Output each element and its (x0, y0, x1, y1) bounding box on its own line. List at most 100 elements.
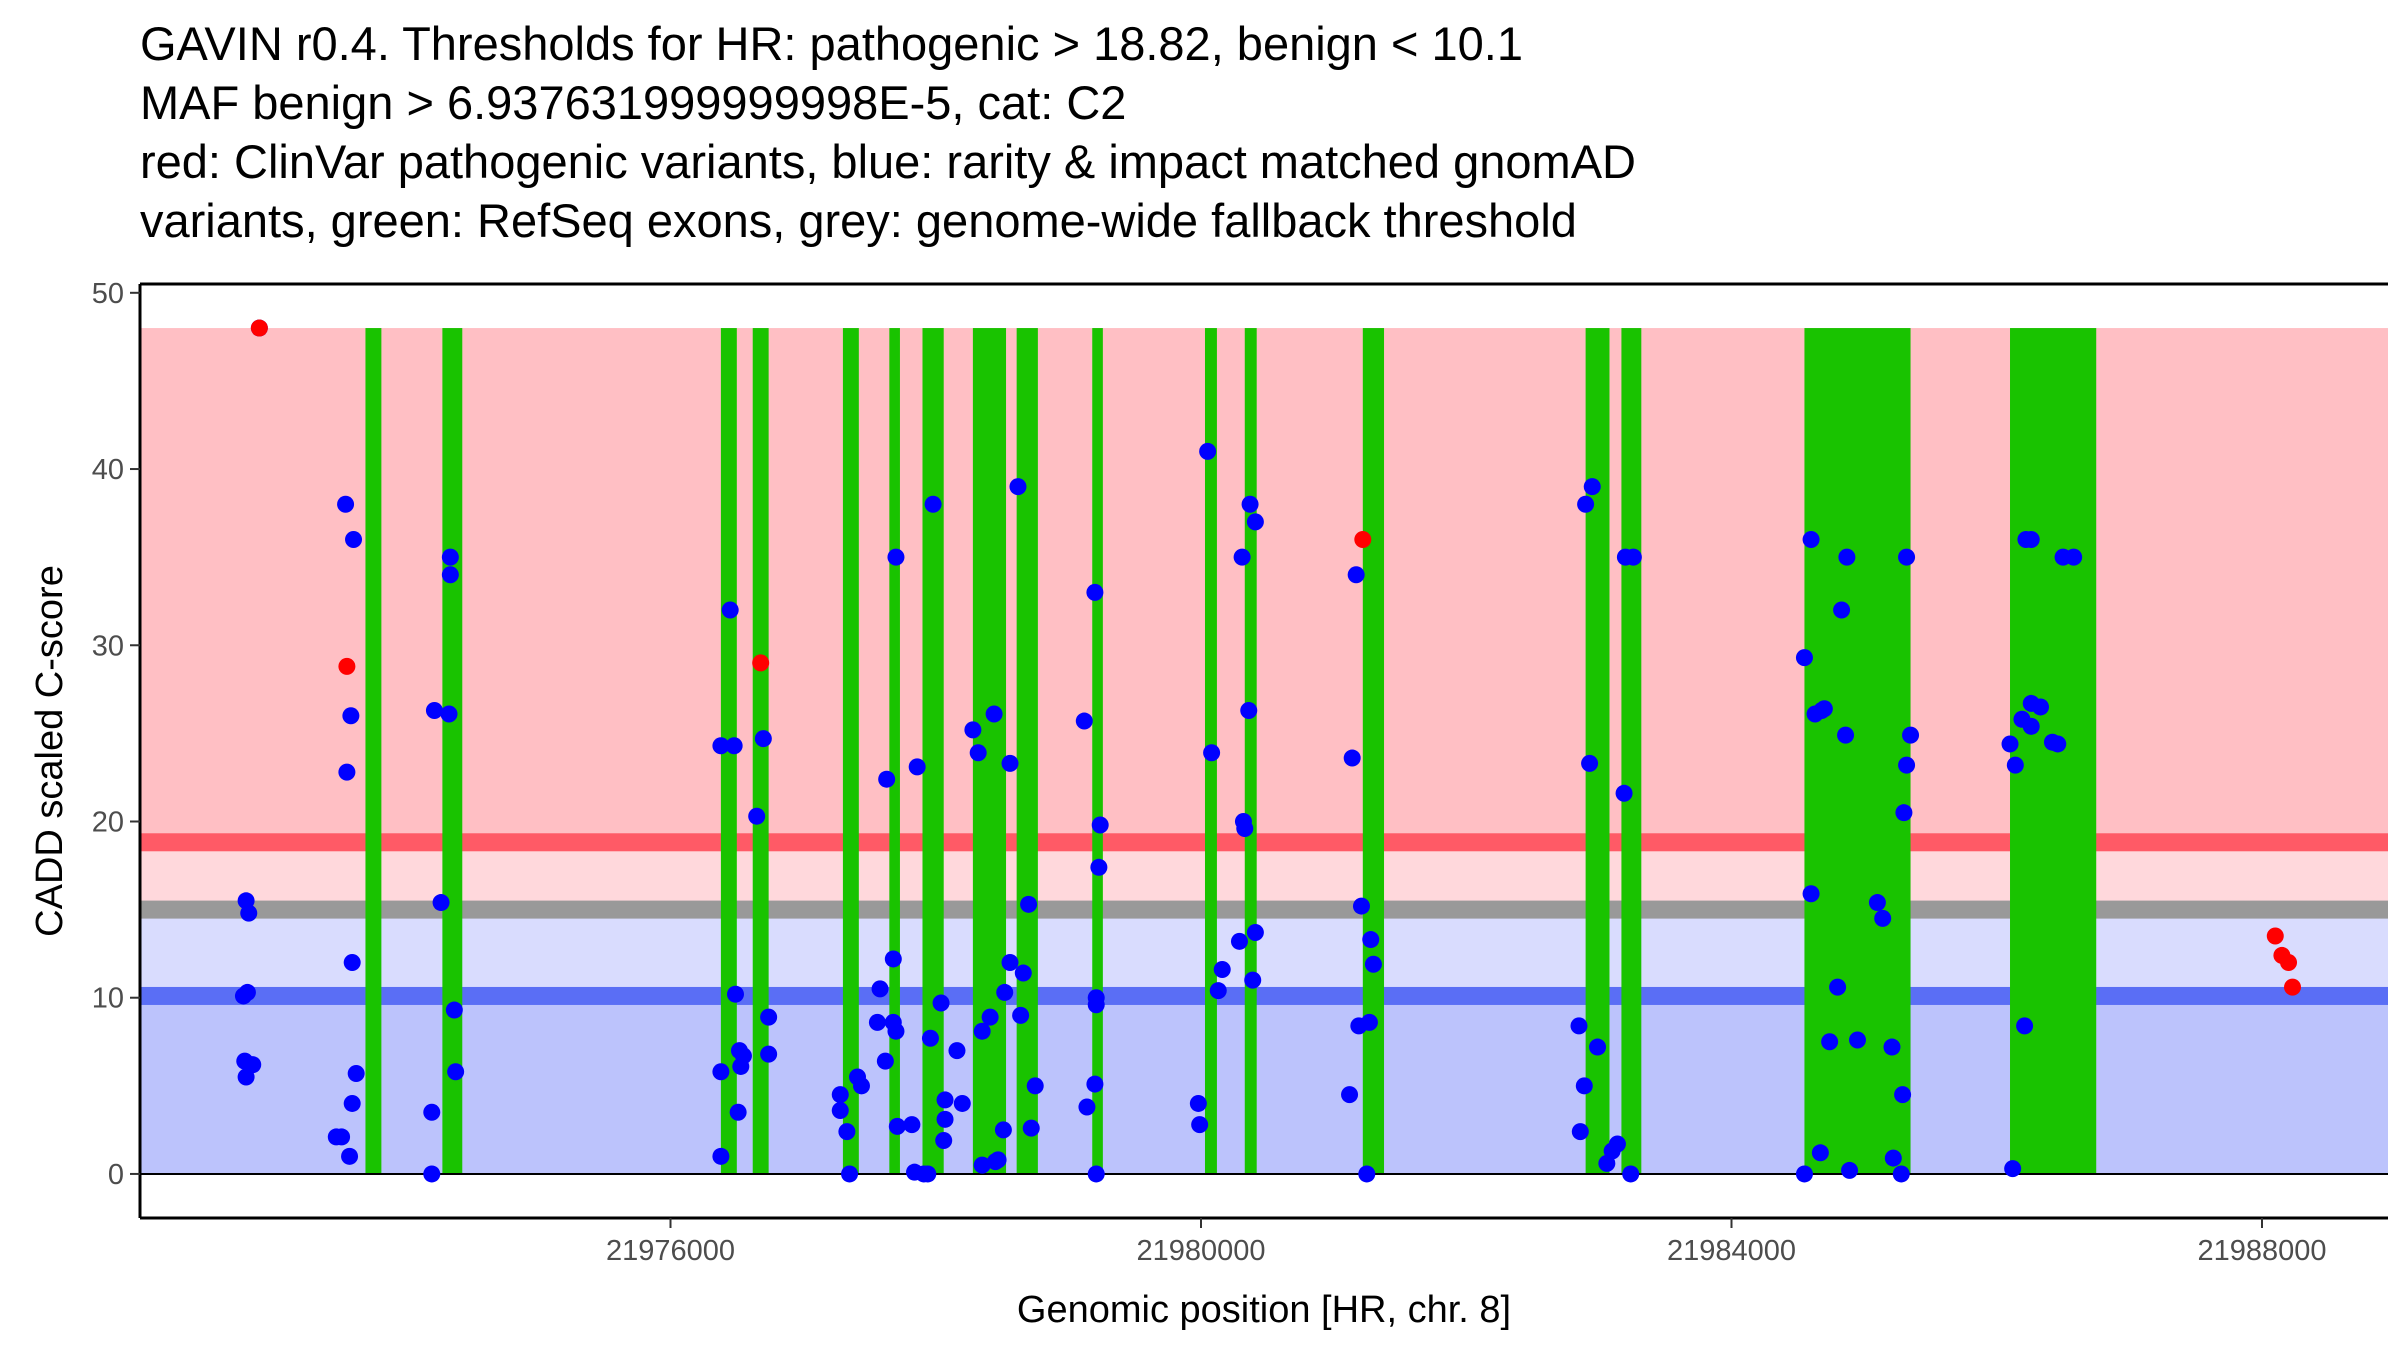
gnomad-point (919, 1165, 937, 1183)
y-tick-label: 20 (92, 806, 124, 838)
gnomad-point (341, 1147, 359, 1165)
gnomad-point (2006, 756, 2024, 774)
gnomad-point (1577, 495, 1595, 513)
gnomad-point (1341, 1086, 1359, 1104)
gnomad-point (1086, 1075, 1104, 1093)
gnomad-point (838, 1123, 856, 1141)
exon-bar (1092, 328, 1103, 1174)
gnomad-point (1837, 726, 1855, 744)
gnomad-point (1020, 895, 1038, 913)
variant-points (234, 319, 2302, 1183)
gnomad-point (1795, 649, 1813, 667)
gnomad-point (2001, 735, 2019, 753)
gnomad-point (1203, 744, 1221, 762)
gnomad-point (729, 1103, 747, 1121)
gnomad-point (447, 1063, 465, 1081)
clinvar-point (752, 654, 770, 672)
gnomad-point (1884, 1149, 1902, 1167)
gnomad-point (973, 1156, 991, 1174)
gnomad-point (996, 983, 1014, 1001)
gnomad-point (1829, 978, 1847, 996)
gnomad-point (1189, 1094, 1207, 1112)
gnomad-point (440, 705, 458, 723)
gnomad-point (721, 601, 739, 619)
gnomad-point (1347, 566, 1365, 584)
gnomad-point (240, 904, 258, 922)
gnomad-point (244, 1056, 262, 1074)
gnomad-point (2049, 735, 2067, 753)
clinvar-point (250, 319, 268, 337)
clinvar-point (2280, 953, 2298, 971)
gnomad-point (1086, 583, 1104, 601)
gnomad-point (1874, 909, 1892, 927)
gnomad-point (1360, 1013, 1378, 1031)
gnomad-point (921, 1029, 939, 1047)
title-line-3: red: ClinVar pathogenic variants, blue: … (140, 135, 1636, 188)
exon-bar (1621, 328, 1642, 1174)
clinvar-point (338, 657, 356, 675)
gnomad-point (712, 737, 730, 755)
gnomad-point (333, 1128, 351, 1146)
exon-bar (1244, 328, 1257, 1174)
gnomad-point (726, 985, 744, 1003)
gnomad-point (423, 1103, 441, 1121)
gnomad-point (1090, 858, 1108, 876)
y-axis-ticks: 0 10 20 30 40 50 (92, 278, 140, 1191)
gnomad-point (1244, 971, 1262, 989)
gnomad-point (994, 1121, 1012, 1139)
gnomad-point (936, 1091, 954, 1109)
gnomad-point (948, 1042, 966, 1060)
gnomad-point (1802, 531, 1820, 549)
gnomad-point (1821, 1033, 1839, 1051)
gnomad-point (1811, 1144, 1829, 1162)
gnomad-point (831, 1086, 849, 1104)
gnomad-point (1087, 996, 1105, 1014)
exon-bar (842, 328, 859, 1174)
gnomad-point (1581, 754, 1599, 772)
gnomad-point (1343, 749, 1361, 767)
gnomad-point (935, 1131, 953, 1149)
gnomad-point (1022, 1119, 1040, 1137)
clinvar-point (2284, 978, 2302, 996)
exon-bar (922, 328, 944, 1174)
title-line-2: MAF benign > 6.937631999999998E-5, cat: … (140, 76, 1127, 129)
gnomad-point (884, 950, 902, 968)
y-tick-label: 40 (92, 454, 124, 486)
gnomad-point (445, 1001, 463, 1019)
gnomad-point (343, 953, 361, 971)
gnomad-point (871, 980, 889, 998)
gnomad-point (1246, 924, 1264, 942)
gnomad-point (932, 994, 950, 1012)
gnomad-point (1895, 804, 1913, 822)
gnomad-point (1795, 1165, 1813, 1183)
gnomad-point (345, 531, 363, 549)
gnomad-point (1012, 1006, 1030, 1024)
gnomad-point (887, 1022, 905, 1040)
gnomad-point (2022, 531, 2040, 549)
gnomad-point (1078, 1098, 1096, 1116)
gnomad-point (1898, 548, 1916, 566)
exon-bar (752, 328, 769, 1174)
gnomad-point (1589, 1038, 1607, 1056)
gnomad-point (1815, 700, 1833, 718)
gnomad-point (2022, 717, 2040, 735)
gnomad-point (1191, 1116, 1209, 1134)
exon-bar (1585, 328, 1610, 1174)
gnomad-point (831, 1102, 849, 1120)
gnomad-point (1608, 1135, 1626, 1153)
exon-bar (889, 328, 900, 1174)
gnomad-point (908, 758, 926, 776)
title-line-1: GAVIN r0.4. Thresholds for HR: pathogeni… (140, 17, 1523, 70)
gnomad-point (343, 1094, 361, 1112)
gnomad-point (1213, 961, 1231, 979)
gnomad-point (754, 730, 772, 748)
y-axis-title: CADD scaled C-score (29, 565, 71, 937)
gnomad-point (2065, 548, 2083, 566)
gnomad-point (238, 983, 256, 1001)
gnomad-point (1848, 1031, 1866, 1049)
gnomad-point (338, 763, 356, 781)
y-tick-label: 0 (108, 1159, 124, 1191)
y-tick-label: 10 (92, 983, 124, 1015)
gnomad-point (903, 1116, 921, 1134)
gnomad-point (347, 1064, 365, 1082)
